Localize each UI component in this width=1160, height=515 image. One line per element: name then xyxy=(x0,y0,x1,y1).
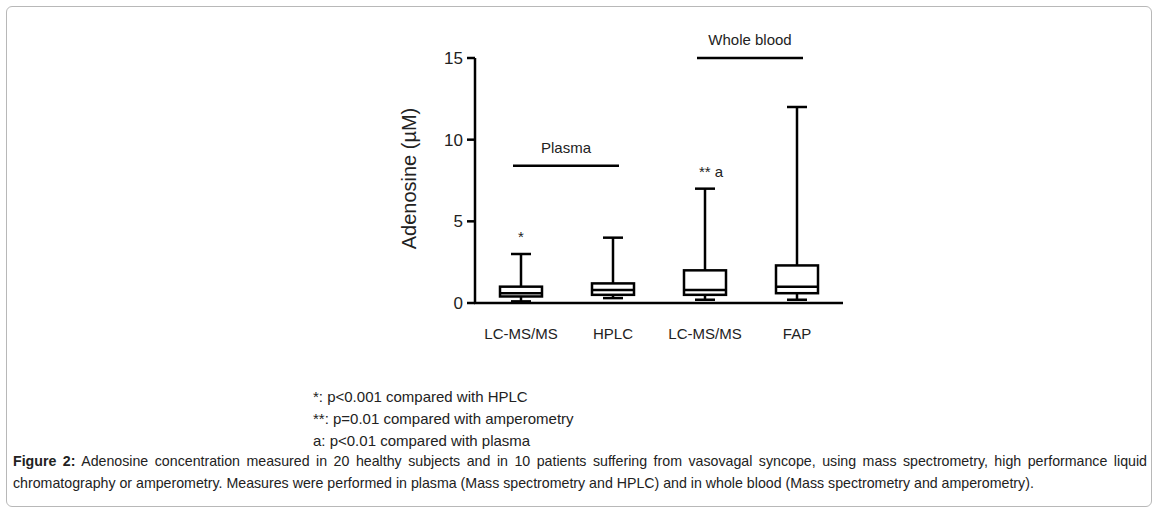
x-tick-label: HPLC xyxy=(593,325,633,342)
min-cap xyxy=(511,300,531,303)
group-label: Plasma xyxy=(541,139,592,156)
figure-frame xyxy=(6,6,1152,507)
caption: Figure 2: Adenosine concentration measur… xyxy=(13,450,1147,494)
median xyxy=(592,289,634,292)
x-tick-label: LC-MS/MS xyxy=(668,325,741,342)
upper-whisker xyxy=(612,238,615,284)
footnote: **: p=0.01 compared with amperometry xyxy=(313,410,574,427)
x-tick-label: FAP xyxy=(783,325,811,342)
y-tick xyxy=(467,220,475,223)
y-tick-label: 10 xyxy=(444,131,463,150)
y-tick xyxy=(467,138,475,141)
annotation: ** a xyxy=(699,163,724,180)
box xyxy=(592,283,634,294)
y-tick-label: 5 xyxy=(454,212,463,231)
y-tick xyxy=(467,57,475,60)
upper-whisker xyxy=(796,107,799,265)
boxes xyxy=(500,107,818,301)
max-cap xyxy=(695,187,715,190)
group-label: Whole blood xyxy=(708,31,791,48)
max-cap xyxy=(787,106,807,109)
upper-whisker xyxy=(704,189,707,271)
median xyxy=(500,292,542,295)
max-cap xyxy=(511,253,531,256)
box xyxy=(684,270,726,295)
min-cap xyxy=(787,298,807,301)
median xyxy=(684,289,726,292)
y-tick-label: 0 xyxy=(454,294,463,313)
chart: 0 5 10 15 Adenosine (µM) LC-MS/MS HPLC LC-MS/MS… xyxy=(0,0,1160,515)
x-axis xyxy=(474,302,843,305)
x-tick-label: LC-MS/MS xyxy=(484,325,557,342)
max-cap xyxy=(603,236,623,239)
footnote: a: p<0.01 compared with plasma xyxy=(313,432,531,449)
y-axis-label: Adenosine (µM) xyxy=(398,108,420,250)
y-tick-label: 15 xyxy=(444,49,463,68)
min-cap xyxy=(695,298,715,301)
upper-whisker xyxy=(520,254,523,287)
box xyxy=(776,265,818,293)
median xyxy=(776,285,818,288)
group-line xyxy=(513,164,619,167)
min-cap xyxy=(603,297,623,300)
box xyxy=(500,287,542,297)
caption-label: Figure 2: xyxy=(13,453,75,469)
y-axis xyxy=(474,58,477,303)
footnote: *: p<0.001 compared with HPLC xyxy=(313,388,528,405)
y-tick xyxy=(467,302,475,305)
group-line xyxy=(697,57,803,60)
annotation: * xyxy=(518,228,524,245)
caption-text: Adenosine concentration measured in 20 h… xyxy=(13,453,1147,491)
